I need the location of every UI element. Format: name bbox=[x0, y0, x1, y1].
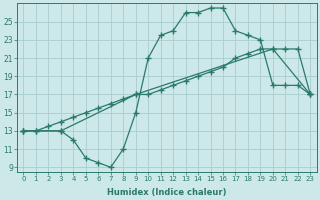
X-axis label: Humidex (Indice chaleur): Humidex (Indice chaleur) bbox=[107, 188, 227, 197]
